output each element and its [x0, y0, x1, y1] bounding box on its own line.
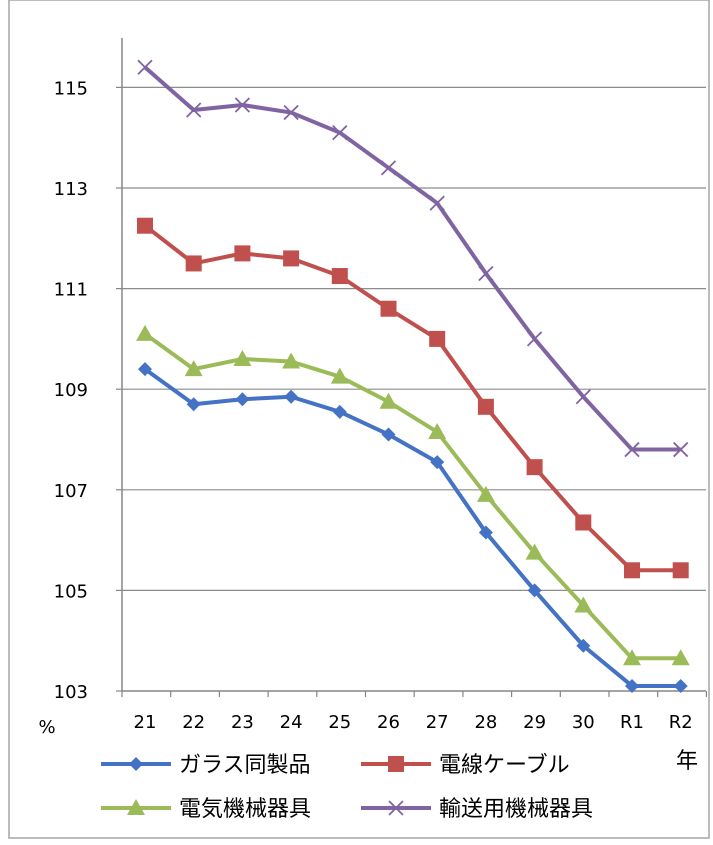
data-point — [477, 398, 494, 415]
data-point — [575, 389, 591, 405]
data-point — [282, 352, 301, 369]
x-unit-label: 年 — [676, 749, 698, 774]
data-point — [476, 485, 495, 502]
data-point — [381, 427, 396, 442]
data-point — [429, 330, 446, 347]
data-point — [525, 543, 544, 560]
y-tick-labels: 103 105 107 109 111 113 115 — [54, 78, 88, 703]
data-point — [429, 195, 445, 211]
data-point — [526, 459, 543, 476]
data-point — [478, 265, 494, 282]
legend-item-1: 電線ケーブル — [361, 753, 570, 778]
legend-marker — [127, 799, 145, 815]
data-point — [624, 441, 640, 458]
data-point — [136, 324, 154, 341]
x-tick-labels: 21 22 23 24 25 26 27 28 29 30 R1 R2 — [134, 712, 693, 733]
y-tick-label: 111 — [54, 280, 88, 301]
data-point — [137, 217, 153, 234]
y-tick-label: 113 — [54, 179, 88, 200]
legend-marker — [388, 756, 404, 772]
series-line-0 — [143, 367, 681, 688]
data-point — [428, 422, 447, 439]
x-tick-label: 26 — [377, 712, 400, 733]
data-point — [526, 331, 543, 347]
series-1 — [137, 217, 689, 579]
data-point — [671, 649, 690, 666]
legend-item-3: 輸送用機械器具 — [361, 797, 593, 822]
legend-label: 電気機械器具 — [179, 797, 311, 822]
series-line-2 — [143, 332, 681, 661]
axes — [116, 38, 708, 697]
x-tick-label: 29 — [523, 712, 546, 733]
data-point — [233, 350, 252, 367]
data-point — [332, 404, 347, 419]
x-tick-label: R2 — [669, 712, 693, 733]
series-2 — [136, 324, 690, 666]
data-point — [235, 392, 250, 407]
data-point — [283, 104, 299, 121]
x-tick-label: 24 — [280, 712, 303, 733]
data-point — [330, 367, 349, 384]
data-point — [138, 362, 152, 377]
legend-label: 輸送用機械器具 — [439, 797, 593, 822]
data-point — [184, 360, 203, 377]
x-tick-label: 21 — [134, 712, 157, 733]
data-point — [478, 525, 493, 540]
data-point — [673, 678, 688, 693]
data-point — [576, 638, 591, 653]
x-tick-label: 28 — [474, 712, 497, 733]
series-3 — [137, 59, 689, 458]
data-point — [380, 160, 397, 176]
data-point — [673, 441, 689, 458]
legend-marker — [388, 800, 404, 816]
y-tick-label: 115 — [54, 78, 88, 99]
x-tick-label: 30 — [572, 712, 595, 733]
data-point — [283, 250, 300, 267]
y-tick-label: 103 — [54, 682, 88, 703]
x-tick-label: 22 — [182, 712, 205, 733]
y-tick-label: 105 — [54, 581, 88, 602]
y-tick-label: 109 — [54, 380, 88, 401]
y-tick-label: 107 — [54, 481, 88, 502]
legend-item-2: 電気機械器具 — [101, 797, 311, 822]
data-point — [332, 125, 348, 141]
data-point — [625, 678, 639, 693]
series-line-1 — [143, 224, 681, 573]
data-point — [575, 514, 592, 531]
data-point — [623, 649, 641, 666]
data-point — [234, 245, 251, 262]
x-tick-label: 25 — [328, 712, 351, 733]
data-point — [186, 102, 202, 118]
data-point — [234, 97, 251, 113]
series-line-3 — [143, 65, 681, 452]
data-point — [379, 392, 398, 409]
data-point — [284, 389, 299, 404]
data-point — [430, 455, 445, 470]
series-lines — [136, 59, 690, 693]
y-unit-label: % — [38, 717, 55, 738]
data-point — [380, 300, 397, 317]
x-tick-label: R1 — [620, 712, 644, 733]
data-point — [527, 583, 542, 598]
data-point — [672, 562, 689, 579]
data-point — [624, 562, 640, 579]
x-tick-label: 23 — [231, 712, 254, 733]
data-point — [185, 255, 202, 272]
data-point — [186, 397, 201, 412]
data-point — [331, 268, 348, 285]
legend-marker — [129, 757, 143, 771]
legend-label: 電線ケーブル — [439, 753, 570, 778]
series-0 — [138, 362, 688, 693]
data-point — [574, 596, 593, 613]
legend-item-0: ガラス同製品 — [101, 753, 311, 778]
data-point — [137, 59, 153, 75]
legend-label: ガラス同製品 — [179, 753, 311, 778]
x-tick-label: 27 — [426, 712, 449, 733]
